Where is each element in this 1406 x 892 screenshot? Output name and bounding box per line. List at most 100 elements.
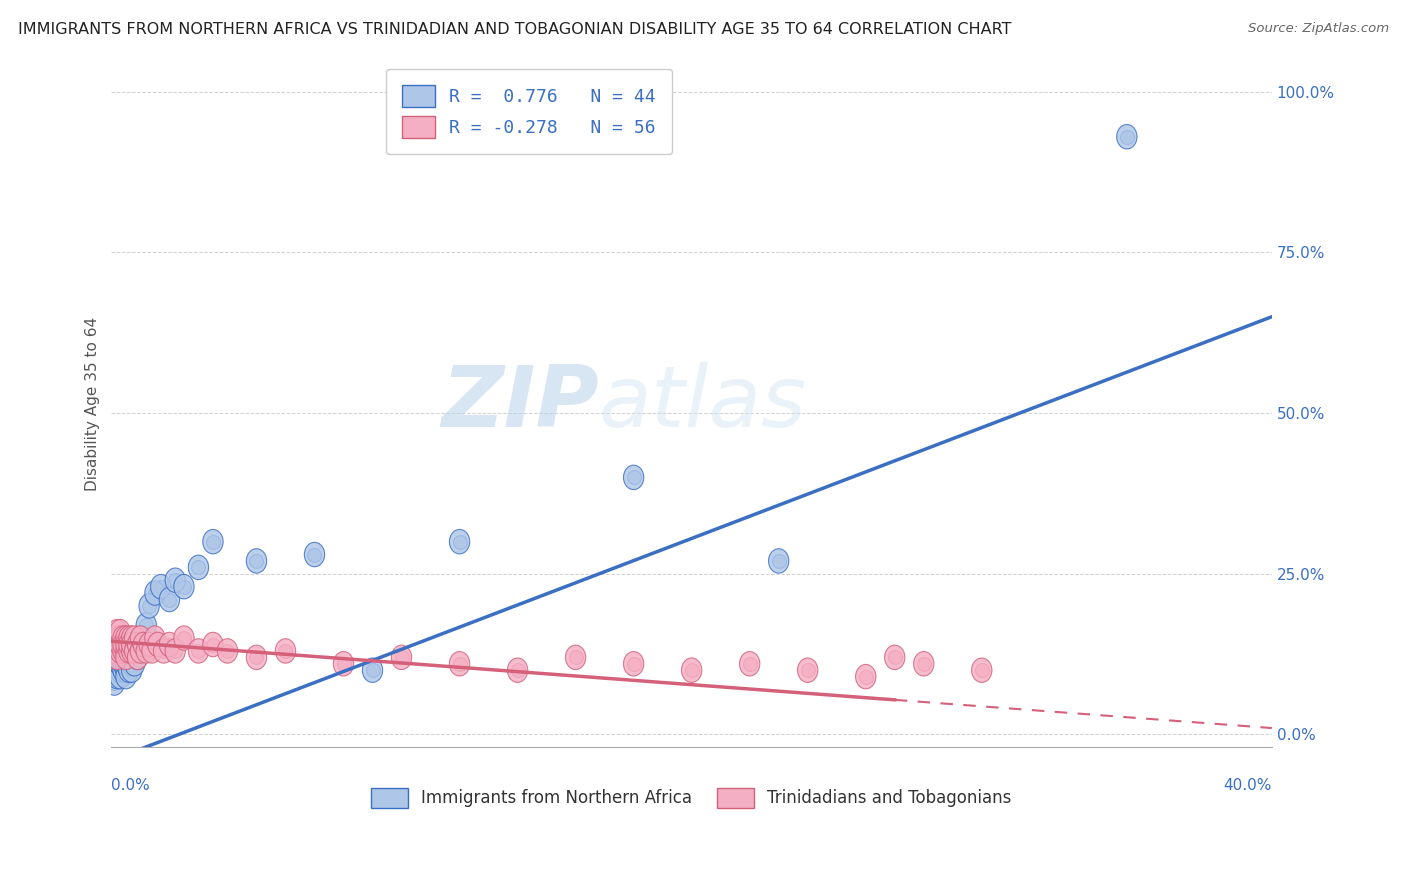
Ellipse shape [139,594,159,618]
Ellipse shape [110,626,131,650]
Ellipse shape [276,639,295,663]
Ellipse shape [118,639,139,663]
Ellipse shape [107,658,128,682]
Ellipse shape [797,658,818,682]
Ellipse shape [246,645,267,670]
Ellipse shape [150,574,172,599]
Ellipse shape [202,632,224,657]
Text: 40.0%: 40.0% [1223,779,1272,793]
Ellipse shape [125,626,145,650]
Ellipse shape [115,639,136,663]
Ellipse shape [110,658,131,682]
Ellipse shape [136,613,156,638]
Text: Source: ZipAtlas.com: Source: ZipAtlas.com [1249,22,1389,36]
Ellipse shape [134,632,153,657]
Ellipse shape [145,581,165,606]
Text: IMMIGRANTS FROM NORTHERN AFRICA VS TRINIDADIAN AND TOBAGONIAN DISABILITY AGE 35 : IMMIGRANTS FROM NORTHERN AFRICA VS TRINI… [18,22,1012,37]
Ellipse shape [682,658,702,682]
Ellipse shape [914,651,934,676]
Ellipse shape [128,632,148,657]
Ellipse shape [174,626,194,650]
Ellipse shape [128,645,148,670]
Ellipse shape [112,651,134,676]
Ellipse shape [153,639,174,663]
Ellipse shape [131,626,150,650]
Ellipse shape [112,639,134,663]
Ellipse shape [110,619,131,644]
Ellipse shape [136,639,156,663]
Ellipse shape [508,658,527,682]
Ellipse shape [112,658,134,682]
Ellipse shape [139,632,159,657]
Ellipse shape [107,619,128,644]
Ellipse shape [159,632,180,657]
Ellipse shape [121,626,142,650]
Ellipse shape [110,651,131,676]
Ellipse shape [159,587,180,612]
Ellipse shape [110,639,131,663]
Ellipse shape [128,632,148,657]
Ellipse shape [188,555,208,580]
Ellipse shape [115,658,136,682]
Ellipse shape [174,574,194,599]
Ellipse shape [118,626,139,650]
Ellipse shape [118,645,139,670]
Ellipse shape [115,651,136,676]
Text: 0.0%: 0.0% [111,779,150,793]
Ellipse shape [107,645,128,670]
Ellipse shape [218,639,238,663]
Ellipse shape [104,639,125,663]
Ellipse shape [623,651,644,676]
Ellipse shape [121,632,142,657]
Ellipse shape [118,639,139,663]
Ellipse shape [131,639,150,663]
Ellipse shape [115,626,136,650]
Ellipse shape [148,632,167,657]
Ellipse shape [121,639,142,663]
Ellipse shape [623,465,644,490]
Ellipse shape [128,645,148,670]
Ellipse shape [145,626,165,650]
Ellipse shape [188,639,208,663]
Ellipse shape [565,645,586,670]
Ellipse shape [125,651,145,676]
Ellipse shape [134,632,153,657]
Ellipse shape [110,632,131,657]
Ellipse shape [115,665,136,689]
Text: atlas: atlas [599,362,807,445]
Ellipse shape [972,658,991,682]
Ellipse shape [107,632,128,657]
Ellipse shape [112,632,134,657]
Ellipse shape [118,632,139,657]
Ellipse shape [115,645,136,670]
Ellipse shape [107,665,128,689]
Ellipse shape [131,626,150,650]
Y-axis label: Disability Age 35 to 64: Disability Age 35 to 64 [86,317,100,491]
Legend: Immigrants from Northern Africa, Trinidadians and Tobagonians: Immigrants from Northern Africa, Trinida… [364,781,1018,814]
Ellipse shape [450,651,470,676]
Ellipse shape [121,645,142,670]
Ellipse shape [112,639,134,663]
Ellipse shape [112,626,134,650]
Text: ZIP: ZIP [441,362,599,445]
Ellipse shape [110,645,131,670]
Ellipse shape [246,549,267,574]
Ellipse shape [740,651,759,676]
Ellipse shape [391,645,412,670]
Ellipse shape [769,549,789,574]
Ellipse shape [118,658,139,682]
Ellipse shape [142,639,162,663]
Ellipse shape [107,651,128,676]
Ellipse shape [125,639,145,663]
Ellipse shape [131,639,150,663]
Ellipse shape [121,658,142,682]
Ellipse shape [110,665,131,689]
Ellipse shape [363,658,382,682]
Ellipse shape [856,665,876,689]
Ellipse shape [202,530,224,554]
Ellipse shape [104,626,125,650]
Ellipse shape [450,530,470,554]
Ellipse shape [304,542,325,566]
Ellipse shape [121,651,142,676]
Ellipse shape [884,645,905,670]
